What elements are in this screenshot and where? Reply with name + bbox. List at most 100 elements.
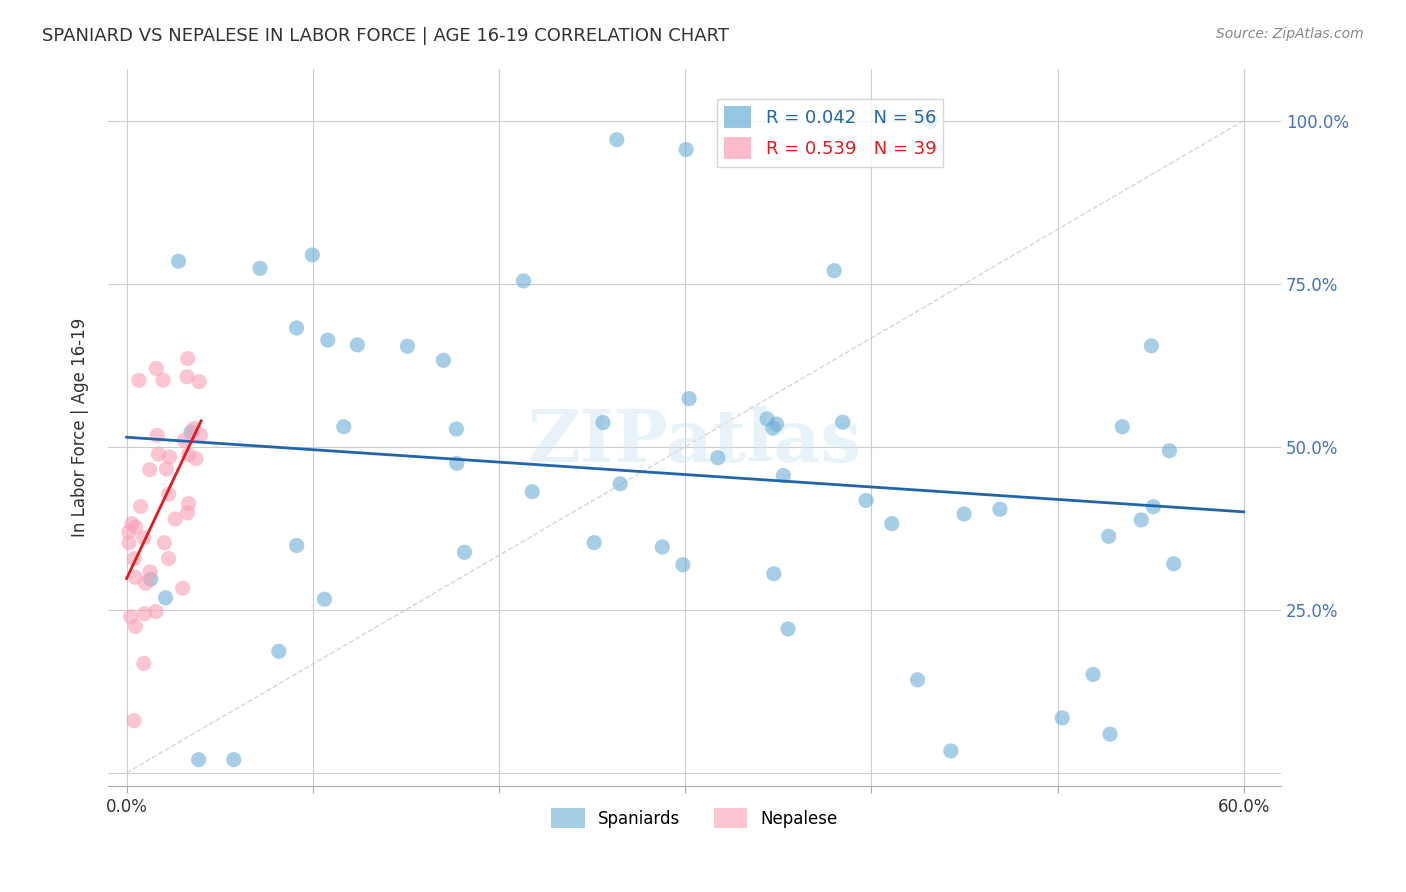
Spaniards: [609, 476, 631, 491]
Nepalese: [118, 536, 141, 550]
Text: ZIPatlas: ZIPatlas: [527, 406, 862, 477]
Spaniards: [762, 566, 785, 581]
Spaniards: [1098, 727, 1121, 741]
Nepalese: [132, 657, 155, 671]
Spaniards: [446, 456, 468, 470]
Nepalese: [173, 434, 195, 448]
Nepalese: [120, 609, 142, 624]
Spaniards: [592, 416, 614, 430]
Spaniards: [988, 502, 1011, 516]
Spaniards: [522, 484, 544, 499]
Spaniards: [772, 468, 794, 483]
Spaniards: [167, 254, 190, 268]
Spaniards: [432, 353, 454, 368]
Spaniards: [446, 422, 468, 436]
Spaniards: [332, 419, 354, 434]
Spaniards: [907, 673, 929, 687]
Spaniards: [823, 263, 845, 277]
Spaniards: [316, 333, 339, 347]
Nepalese: [132, 531, 155, 545]
Nepalese: [177, 351, 200, 366]
Spaniards: [672, 558, 695, 572]
Spaniards: [675, 143, 697, 157]
Nepalese: [122, 551, 145, 566]
Spaniards: [187, 753, 209, 767]
Spaniards: [396, 339, 419, 353]
Spaniards: [155, 591, 177, 605]
Nepalese: [177, 448, 200, 462]
Spaniards: [651, 540, 673, 554]
Spaniards: [756, 412, 779, 426]
Spaniards: [512, 274, 534, 288]
Nepalese: [124, 520, 146, 534]
Nepalese: [148, 447, 170, 461]
Spaniards: [346, 338, 368, 352]
Spaniards: [453, 545, 475, 559]
Spaniards: [953, 507, 976, 521]
Spaniards: [880, 516, 903, 531]
Spaniards: [920, 114, 942, 128]
Spaniards: [1081, 667, 1104, 681]
Spaniards: [1130, 513, 1153, 527]
Nepalese: [129, 500, 152, 514]
Spaniards: [285, 321, 308, 335]
Nepalese: [155, 462, 177, 476]
Spaniards: [1111, 419, 1133, 434]
Nepalese: [176, 369, 198, 384]
Spaniards: [1163, 557, 1185, 571]
Spaniards: [1098, 529, 1121, 543]
Nepalese: [177, 497, 200, 511]
Spaniards: [831, 415, 853, 429]
Nepalese: [153, 535, 176, 549]
Nepalese: [145, 361, 167, 376]
Spaniards: [249, 261, 271, 276]
Spaniards: [583, 535, 606, 549]
Nepalese: [121, 516, 143, 531]
Spaniards: [1140, 339, 1163, 353]
Spaniards: [301, 248, 323, 262]
Nepalese: [134, 607, 156, 621]
Nepalese: [190, 428, 212, 442]
Nepalese: [152, 373, 174, 387]
Spaniards: [1050, 711, 1073, 725]
Spaniards: [180, 425, 202, 440]
Nepalese: [159, 450, 181, 464]
Text: SPANIARD VS NEPALESE IN LABOR FORCE | AGE 16-19 CORRELATION CHART: SPANIARD VS NEPALESE IN LABOR FORCE | AG…: [42, 27, 730, 45]
Nepalese: [124, 570, 146, 584]
Nepalese: [122, 714, 145, 728]
Spaniards: [222, 753, 245, 767]
Nepalese: [135, 576, 157, 591]
Spaniards: [1159, 443, 1181, 458]
Spaniards: [762, 421, 785, 435]
Nepalese: [139, 565, 162, 579]
Spaniards: [765, 417, 787, 431]
Nepalese: [157, 487, 180, 501]
Text: Source: ZipAtlas.com: Source: ZipAtlas.com: [1216, 27, 1364, 41]
Spaniards: [1142, 500, 1164, 514]
Nepalese: [124, 619, 146, 633]
Nepalese: [172, 581, 194, 595]
Nepalese: [146, 428, 169, 442]
Spaniards: [314, 592, 336, 607]
Nepalese: [138, 463, 160, 477]
Nepalese: [184, 451, 207, 466]
Nepalese: [165, 512, 187, 526]
Nepalese: [145, 605, 167, 619]
Nepalese: [188, 375, 211, 389]
Nepalese: [176, 506, 198, 520]
Spaniards: [707, 450, 730, 465]
Spaniards: [267, 644, 290, 658]
Spaniards: [285, 539, 308, 553]
Nepalese: [128, 373, 150, 387]
Spaniards: [606, 133, 628, 147]
Spaniards: [776, 622, 799, 636]
Spaniards: [855, 493, 877, 508]
Legend: Spaniards, Nepalese: Spaniards, Nepalese: [544, 801, 844, 835]
Nepalese: [118, 524, 141, 539]
Spaniards: [939, 744, 962, 758]
Spaniards: [139, 572, 162, 586]
Nepalese: [157, 551, 180, 566]
Y-axis label: In Labor Force | Age 16-19: In Labor Force | Age 16-19: [72, 318, 89, 537]
Nepalese: [183, 421, 205, 435]
Spaniards: [678, 392, 700, 406]
